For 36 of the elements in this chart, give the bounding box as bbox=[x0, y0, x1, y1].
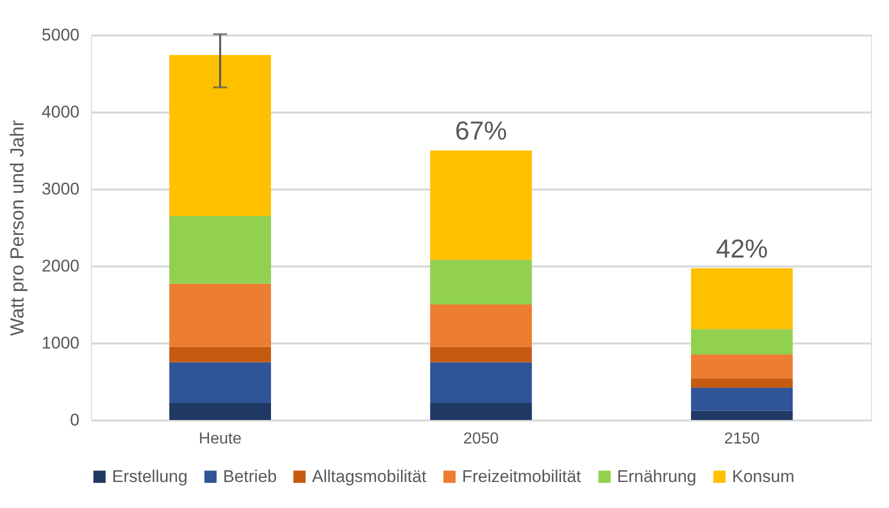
bar bbox=[691, 329, 793, 355]
bar bbox=[169, 55, 271, 216]
x-tick-label: Heute bbox=[198, 430, 242, 448]
bar bbox=[691, 410, 793, 420]
legend-label: Freizeitmobilität bbox=[462, 466, 582, 486]
y-tick-label: 4000 bbox=[42, 102, 80, 122]
bar bbox=[169, 403, 271, 420]
y-axis-title: Watt pro Person und Jahr bbox=[8, 119, 29, 336]
bar bbox=[691, 268, 793, 330]
annotation: 67% bbox=[454, 116, 508, 146]
legend-label: Konsum bbox=[732, 466, 794, 486]
bar bbox=[169, 284, 271, 347]
legend-label: Erstellung bbox=[112, 466, 188, 486]
legend-label: Ernährung bbox=[617, 466, 696, 486]
y-tick-label: 2000 bbox=[42, 256, 80, 276]
bar bbox=[430, 403, 532, 420]
y-tick-label: 5000 bbox=[42, 26, 80, 44]
y-tick-label: 1000 bbox=[42, 334, 80, 352]
bar bbox=[691, 378, 793, 388]
legend-label: Betrieb bbox=[223, 466, 277, 486]
y-tick-label: 0 bbox=[70, 410, 80, 430]
y-tick-label: 3000 bbox=[42, 180, 80, 198]
bar bbox=[169, 362, 271, 404]
bar bbox=[691, 354, 793, 378]
bar bbox=[430, 304, 532, 347]
x-tick-label: 2150 bbox=[724, 430, 760, 448]
bar bbox=[430, 150, 532, 260]
annotation: 42% bbox=[716, 233, 768, 264]
legend-label: Alltagsmobilität bbox=[312, 466, 427, 486]
bar bbox=[430, 260, 532, 304]
x-tick-label: 2050 bbox=[463, 430, 499, 448]
bar bbox=[430, 362, 532, 404]
bar bbox=[430, 346, 532, 362]
bar bbox=[169, 346, 271, 362]
bar bbox=[169, 216, 271, 284]
bar bbox=[691, 388, 793, 411]
